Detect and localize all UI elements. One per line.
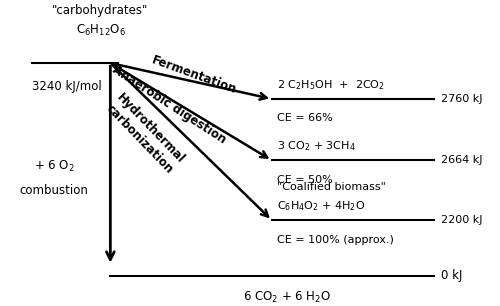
Text: 2 C$_2$H$_5$OH  +  2CO$_2$: 2 C$_2$H$_5$OH + 2CO$_2$: [277, 78, 385, 91]
Text: 3240 kJ/mol: 3240 kJ/mol: [32, 80, 102, 92]
Text: 0 kJ: 0 kJ: [441, 270, 462, 282]
Text: Anaerobic digestion: Anaerobic digestion: [110, 63, 228, 147]
Text: "carbohydrates": "carbohydrates": [52, 4, 148, 17]
Text: 3 CO$_2$ + 3CH$_4$: 3 CO$_2$ + 3CH$_4$: [277, 139, 355, 153]
Text: 2664 kJ: 2664 kJ: [441, 155, 482, 166]
Text: Fermentation: Fermentation: [150, 54, 238, 96]
Text: 6 CO$_2$ + 6 H$_2$O: 6 CO$_2$ + 6 H$_2$O: [242, 289, 331, 304]
Text: CE = 66%: CE = 66%: [277, 114, 332, 123]
Text: C$_6$H$_4$O$_2$ + 4H$_2$O: C$_6$H$_4$O$_2$ + 4H$_2$O: [277, 199, 365, 213]
Text: 2200 kJ: 2200 kJ: [441, 215, 482, 226]
Text: CE = 100% (approx.): CE = 100% (approx.): [277, 235, 394, 245]
Text: "Coalified biomass": "Coalified biomass": [277, 182, 386, 192]
Text: 2760 kJ: 2760 kJ: [441, 94, 482, 104]
Text: + 6 O$_2$: + 6 O$_2$: [34, 159, 74, 174]
Text: CE = 50%: CE = 50%: [277, 175, 332, 185]
Text: C$_6$H$_{12}$O$_6$: C$_6$H$_{12}$O$_6$: [76, 22, 126, 38]
Text: Hydrothermal
carbonization: Hydrothermal carbonization: [102, 91, 186, 176]
Text: combustion: combustion: [20, 184, 88, 197]
